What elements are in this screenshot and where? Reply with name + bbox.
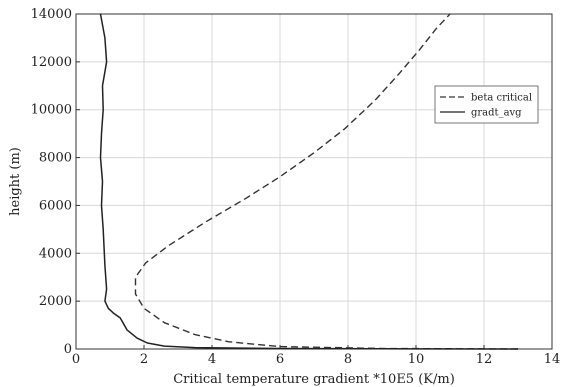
y-tick-label: 6000 <box>39 198 72 213</box>
y-tick-label: 12000 <box>31 55 72 70</box>
y-tick-label: 8000 <box>39 151 72 166</box>
x-axis-title: Critical temperature gradient *10E5 (K/m… <box>173 372 455 387</box>
x-tick-label: 4 <box>208 352 216 367</box>
y-tick-label: 2000 <box>39 294 72 309</box>
grid <box>75 13 553 350</box>
x-tick-label: 0 <box>72 352 80 367</box>
axis-ticks: 0 2 4 6 8 10 12 14 0 2000 4000 6000 8000 10000 12000 14… <box>31 7 561 367</box>
y-tick-label: 14000 <box>31 7 72 22</box>
y-tick-label: 10000 <box>31 103 72 118</box>
series-group <box>99 13 519 350</box>
legend: beta critical gradt_avg <box>434 85 539 124</box>
legend-label: beta critical <box>471 93 532 104</box>
legend-box <box>434 85 539 124</box>
x-tick-label: 14 <box>544 352 561 367</box>
plot-frame <box>75 13 553 350</box>
y-tick-label: 4000 <box>39 246 72 261</box>
y-axis-title: height (m) <box>8 147 23 216</box>
series-line-0 <box>134 13 519 350</box>
x-tick-label: 10 <box>408 352 425 367</box>
series-line-1 <box>99 13 519 350</box>
legend-label: gradt_avg <box>471 108 522 119</box>
x-tick-label: 6 <box>276 352 284 367</box>
x-tick-label: 12 <box>476 352 493 367</box>
x-tick-label: 8 <box>344 352 352 367</box>
x-tick-label: 2 <box>140 352 148 367</box>
y-tick-label: 0 <box>64 342 72 357</box>
